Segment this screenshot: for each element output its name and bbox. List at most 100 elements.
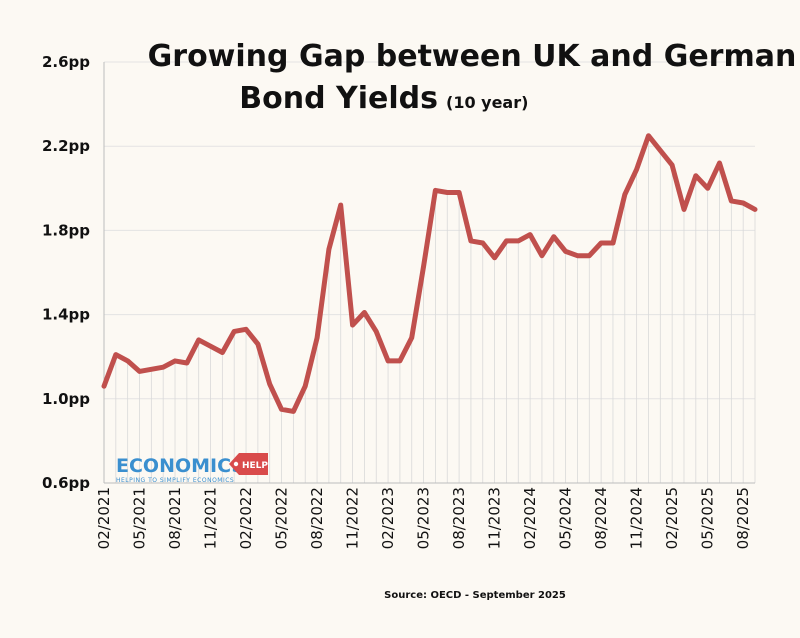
logo-tag-hole	[233, 461, 239, 467]
x-tick-label: 02/2023	[379, 487, 397, 549]
y-tick-label: 0.6pp	[42, 474, 90, 492]
data-point	[527, 232, 533, 237]
x-tick-label: 05/2024	[557, 487, 575, 549]
data-point	[717, 160, 722, 166]
y-tick-label: 1.8pp	[42, 221, 90, 239]
x-tick-label: 05/2021	[131, 487, 149, 549]
x-tick-label: 02/2021	[95, 487, 113, 549]
y-tick-label: 1.0pp	[42, 390, 90, 408]
x-tick-label: 08/2025	[734, 487, 752, 549]
data-point	[681, 207, 687, 212]
data-point	[445, 190, 450, 195]
data-point	[267, 381, 272, 387]
data-point	[232, 329, 237, 334]
data-point	[516, 238, 521, 244]
data-point	[279, 407, 284, 412]
data-point	[752, 207, 758, 212]
data-point	[504, 238, 509, 244]
data-point	[539, 253, 545, 258]
data-point	[303, 384, 308, 389]
data-point	[729, 198, 734, 204]
data-point	[314, 335, 320, 340]
x-tick-label: 05/2023	[415, 487, 433, 549]
grid-layer	[103, 61, 756, 483]
data-point	[291, 409, 296, 414]
data-point	[658, 148, 663, 153]
data-point	[587, 253, 592, 258]
data-point	[598, 240, 604, 246]
data-point	[184, 360, 190, 366]
source-note: Source: OECD - September 2025	[384, 590, 566, 601]
data-point	[456, 190, 462, 195]
data-point	[255, 341, 261, 347]
data-point	[741, 200, 746, 206]
chart-title-suffix: (10 year)	[446, 93, 528, 112]
data-point	[409, 335, 414, 340]
x-tick-label: 11/2021	[202, 487, 220, 549]
data-point	[243, 327, 249, 332]
chart-title-line2: Bond Yields	[239, 81, 438, 116]
series-layer	[101, 133, 758, 414]
data-point	[101, 384, 107, 389]
x-tick-label: 08/2024	[592, 487, 610, 549]
y-tick-label: 2.2pp	[42, 137, 90, 155]
data-point	[374, 329, 379, 334]
x-tick-label: 02/2022	[237, 487, 255, 549]
data-point	[551, 234, 556, 239]
data-point	[575, 253, 580, 258]
data-point	[338, 202, 343, 208]
x-tick-layer: 02/2021 05/2021 08/2021 11/2021 02/2022 05/20…	[95, 487, 752, 549]
logo-sub-text: HELPING TO SIMPLIFY ECONOMICS	[116, 477, 234, 484]
data-point	[669, 162, 675, 168]
x-tick-label: 02/2024	[521, 487, 539, 549]
x-tick-label: 08/2021	[166, 487, 184, 549]
data-point	[646, 133, 651, 138]
chart-title-line1: Growing Gap between UK and German	[148, 39, 797, 74]
data-point	[421, 264, 426, 269]
data-point	[350, 322, 355, 328]
chart-title-line2-group: Bond Yields	[239, 81, 438, 116]
data-point	[113, 352, 119, 357]
data-point	[125, 358, 130, 364]
logo-main-text: ECONOMICS	[116, 455, 245, 477]
y-tick-layer: 0.6pp 1.0pp 1.4pp 1.8pp 2.2pp 2.6pp	[42, 53, 90, 492]
data-point	[385, 358, 391, 364]
y-tick-label: 2.6pp	[42, 53, 90, 71]
data-point	[468, 238, 474, 244]
data-point	[705, 186, 710, 191]
data-point	[172, 358, 178, 364]
x-tick-label: 08/2023	[450, 487, 468, 549]
axis-layer	[103, 62, 755, 484]
data-point	[693, 173, 698, 178]
series-line	[101, 133, 758, 414]
data-point	[634, 167, 639, 172]
data-point	[480, 240, 485, 246]
x-tick-label: 11/2023	[486, 487, 504, 549]
data-point	[137, 369, 142, 374]
logo-tag-shape	[229, 453, 268, 475]
x-tick-label: 05/2022	[273, 487, 291, 549]
logo-tag-text: HELP	[242, 461, 268, 471]
data-point	[622, 192, 627, 197]
economics-help-logo: ECONOMICS HELP HELPING TO SIMPLIFY ECONO…	[116, 453, 268, 484]
data-point	[220, 350, 225, 355]
x-tick-label: 11/2024	[628, 487, 646, 549]
data-point	[149, 367, 154, 372]
data-point	[326, 247, 332, 252]
x-tick-label: 02/2025	[663, 487, 681, 549]
x-tick-label: 08/2022	[308, 487, 326, 549]
data-point	[433, 188, 438, 193]
x-tick-label: 11/2022	[344, 487, 362, 549]
data-point	[362, 310, 367, 315]
data-point	[563, 249, 568, 254]
x-tick-label: 05/2025	[699, 487, 717, 549]
data-point	[397, 358, 403, 364]
data-point	[208, 344, 213, 349]
data-point	[161, 365, 166, 370]
y-tick-label: 1.4pp	[42, 306, 90, 324]
data-point	[492, 255, 497, 260]
data-point	[196, 337, 201, 343]
data-point	[610, 240, 616, 246]
